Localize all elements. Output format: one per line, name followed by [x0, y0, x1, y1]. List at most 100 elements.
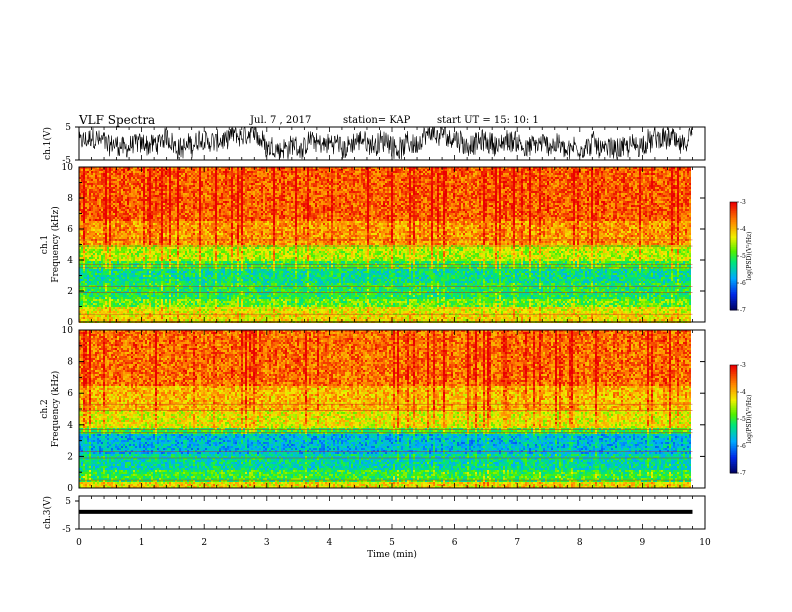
spectrogram-cell	[497, 187, 499, 189]
spectrogram-cell	[613, 169, 615, 171]
spectrogram-cell	[417, 179, 419, 181]
spectrogram-cell	[377, 173, 379, 175]
spectrogram-cell	[399, 197, 401, 199]
spectrogram-cell	[459, 179, 461, 181]
spectrogram-cell	[385, 185, 387, 187]
spectrogram-cell	[209, 173, 211, 175]
spectrogram-cell	[181, 167, 183, 169]
spectrogram-cell	[159, 183, 161, 185]
spectrogram-cell	[513, 187, 515, 189]
spectrogram-cell	[231, 175, 233, 177]
spectrogram-cell	[333, 183, 335, 185]
spectrogram-cell	[499, 167, 501, 169]
spectrogram-cell	[469, 189, 471, 191]
spectrogram-cell	[273, 185, 275, 187]
spectrogram-cell	[455, 191, 457, 193]
spectrogram-cell	[645, 183, 647, 185]
spectrogram-cell	[297, 173, 299, 175]
spectrogram-cell	[687, 193, 689, 195]
spectrogram-cell	[389, 187, 391, 189]
spectrogram-cell	[671, 175, 673, 177]
spectrogram-cell	[403, 197, 405, 199]
spectrogram-cell	[515, 181, 517, 183]
spectrogram-cell	[473, 169, 475, 171]
spectrogram-cell	[139, 185, 141, 187]
spectrogram-cell	[405, 171, 407, 173]
spectrogram-cell	[405, 167, 407, 169]
spectrogram-cell	[589, 167, 591, 169]
spectrogram-cell	[609, 175, 611, 177]
spectrogram-cell	[519, 189, 521, 191]
spectrogram-cell	[335, 177, 337, 179]
spectrogram-cell	[419, 189, 421, 191]
spectrogram-cell	[139, 169, 141, 171]
spectrogram-cell	[403, 169, 405, 171]
spectrogram-cell	[459, 169, 461, 171]
spectrogram-cell	[421, 187, 423, 189]
spectrogram-cell	[349, 193, 351, 195]
spectrogram-cell	[687, 177, 689, 179]
spectrogram-cell	[95, 183, 97, 185]
spectrogram-cell	[621, 185, 623, 187]
spectrogram-cell	[167, 177, 169, 179]
spectrogram-cell	[113, 173, 115, 175]
spectrogram-cell	[423, 177, 425, 179]
spectrogram-cell	[243, 171, 245, 173]
spectrogram-cell	[253, 181, 255, 183]
spectrogram-cell	[353, 179, 355, 181]
spectrogram-cell	[657, 189, 659, 191]
spectrogram-cell	[139, 167, 141, 169]
spectrogram-cell	[157, 177, 159, 179]
spectrogram-cell	[293, 189, 295, 191]
spectrogram-cell	[93, 187, 95, 189]
spectrogram-cell	[515, 185, 517, 187]
spectrogram-cell	[159, 191, 161, 193]
spectrogram-cell	[353, 191, 355, 193]
spectrogram-cell	[377, 195, 379, 197]
spectrogram-cell	[399, 181, 401, 183]
spectrogram-cell	[273, 167, 275, 169]
spectrogram-cell	[255, 187, 257, 189]
spectrogram-cell	[303, 177, 305, 179]
spectrogram-cell	[119, 195, 121, 197]
spectrogram-cell	[589, 181, 591, 183]
spectrogram-cell	[475, 189, 477, 191]
spectrogram-cell	[149, 173, 151, 175]
spectrogram-cell	[493, 171, 495, 173]
spectrogram-cell	[475, 191, 477, 193]
spectrogram-cell	[319, 179, 321, 181]
spectrogram-cell	[589, 175, 591, 177]
spectrogram-cell	[685, 167, 687, 169]
spectrogram-cell	[541, 187, 543, 189]
spectrogram-cell	[499, 197, 501, 199]
spectrogram-cell	[153, 177, 155, 179]
spectrogram-cell	[427, 187, 429, 189]
spectrogram-cell	[389, 185, 391, 187]
spectrogram-cell	[527, 181, 529, 183]
spectrogram-cell	[587, 181, 589, 183]
spectrogram-cell	[211, 177, 213, 179]
spectrogram-cell	[503, 181, 507, 183]
spectrogram-cell	[557, 183, 559, 185]
spectrogram-cell	[251, 189, 253, 191]
spectrogram-cell	[187, 181, 189, 183]
spectrogram-cell	[219, 171, 221, 173]
spectrogram-cell	[571, 179, 573, 181]
spectrogram-cell	[689, 169, 691, 171]
spectrogram-cell	[183, 175, 185, 177]
spectrogram-cell	[429, 187, 431, 189]
spectrogram-cell	[277, 183, 279, 185]
spectrogram-cell	[439, 177, 441, 179]
spectrogram-cell	[277, 167, 279, 169]
spectrogram-cell	[395, 181, 397, 183]
spectrogram-cell	[197, 169, 199, 171]
spectrogram-cell	[173, 169, 175, 171]
spectrogram-cell	[525, 195, 527, 197]
spectrogram-cell	[351, 185, 353, 187]
spectrogram-cell	[305, 177, 307, 179]
spectrogram-cell	[547, 189, 549, 191]
spectrogram-cell	[619, 193, 621, 195]
spectrogram-cell	[357, 189, 359, 191]
spectrogram-cell	[217, 193, 219, 195]
spectrogram-cell	[333, 181, 335, 183]
